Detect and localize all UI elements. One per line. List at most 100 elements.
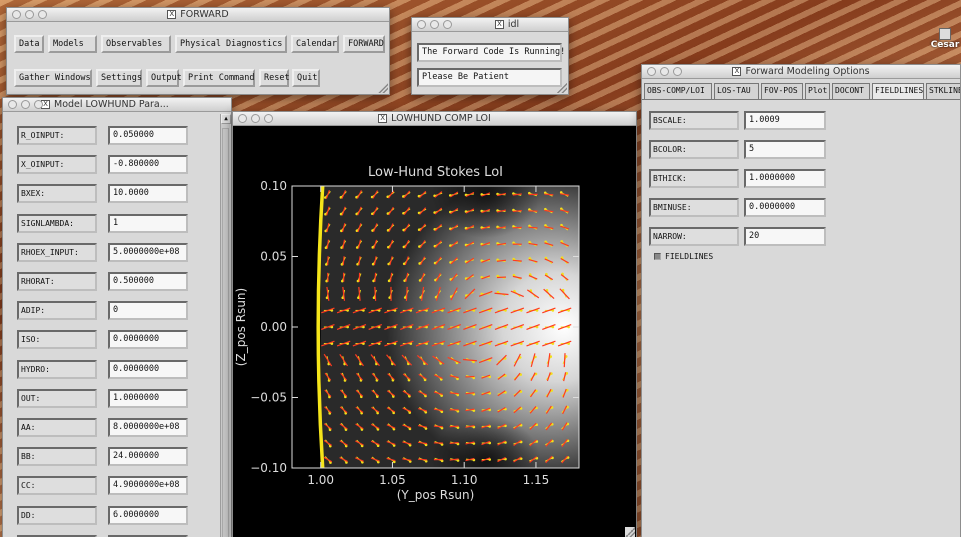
option-input-bthick[interactable]: 1.0000000	[744, 169, 826, 188]
zoom-dot[interactable]	[38, 10, 47, 19]
zoom-dot[interactable]	[264, 114, 273, 123]
gather-windows-button[interactable]: Gather Windows	[14, 69, 92, 87]
models-button[interactable]: Models	[48, 35, 97, 53]
param-input-rhoex-input[interactable]: 5.0000000e+08	[108, 242, 188, 262]
option-label-bcolor: BCOLOR:	[649, 140, 739, 159]
minimize-dot[interactable]	[251, 114, 260, 123]
solar-limb	[316, 185, 325, 469]
param-label-cc: CC:	[17, 476, 97, 496]
param-input-adip[interactable]: 0	[108, 301, 188, 321]
resize-grip[interactable]	[557, 83, 567, 93]
param-input-rhorat[interactable]: 0.500000	[108, 272, 188, 291]
polarization-segment	[497, 456, 506, 463]
polarization-segment	[563, 353, 566, 368]
param-input-ee[interactable]: 7000000.0	[108, 534, 188, 537]
fieldlines-checkbox-row[interactable]: FIELDLINES	[654, 251, 713, 263]
polarization-segment	[401, 354, 413, 366]
polarization-segment	[463, 340, 477, 347]
close-dot[interactable]	[417, 20, 426, 29]
polarization-segment	[466, 274, 474, 281]
minimize-dot[interactable]	[660, 67, 669, 76]
polarization-segment	[340, 389, 348, 397]
calendar-button[interactable]: Calendar	[291, 35, 339, 53]
tab-fieldlines[interactable]: FIELDLINES	[872, 83, 924, 99]
minimize-dot[interactable]	[430, 20, 439, 29]
minimize-dot[interactable]	[25, 10, 34, 19]
close-dot[interactable]	[238, 114, 247, 123]
polarization-segment	[494, 292, 509, 296]
tab-plot[interactable]: Plot	[805, 83, 830, 99]
polarization-segment	[355, 457, 364, 462]
resize-grip[interactable]	[625, 527, 635, 537]
param-input-x-oinput[interactable]: -0.800000	[108, 155, 188, 175]
params-window: X Model LOWHUND Para... ▲ R_OINPUT: 0.0500…	[2, 97, 232, 537]
tab-docont[interactable]: DOCONT	[832, 83, 870, 99]
fieldlines-checkbox[interactable]	[654, 253, 661, 260]
tab-obs-comp-loi[interactable]: OBS-COMP/LOI	[644, 83, 712, 99]
forward-button[interactable]: FORWARD	[343, 35, 385, 53]
vertical-scrollbar[interactable]: ▲	[220, 114, 231, 537]
param-input-cc[interactable]: 4.9000000e+08	[108, 476, 188, 496]
observables-button[interactable]: Observables	[101, 35, 171, 53]
params-titlebar[interactable]: X Model LOWHUND Para...	[3, 98, 231, 112]
arrow-head	[324, 246, 328, 249]
option-input-bminuse[interactable]: 0.0000000	[744, 198, 826, 217]
quit-button[interactable]: Quit	[292, 69, 320, 87]
polarization-segment	[402, 424, 412, 429]
param-input-iso[interactable]: 0.0000000	[108, 330, 188, 350]
option-input-bcolor[interactable]: 5	[744, 140, 826, 159]
close-dot[interactable]	[12, 10, 21, 19]
polarization-segment	[544, 258, 554, 264]
minimize-dot[interactable]	[21, 100, 30, 109]
tab-los-tau[interactable]: LOS-TAU	[714, 83, 759, 99]
polarization-segment	[325, 190, 331, 199]
zoom-dot[interactable]	[443, 20, 452, 29]
polarization-segment	[560, 257, 569, 264]
physical-diagnostics-button[interactable]: Physical Diagnostics	[175, 35, 287, 53]
zoom-dot[interactable]	[34, 100, 43, 109]
output-button[interactable]: Output	[146, 69, 182, 87]
param-input-signlambda[interactable]: 1	[108, 213, 188, 233]
option-input-narrow[interactable]: 20	[744, 227, 826, 246]
param-input-dd[interactable]: 6.0000000	[108, 505, 188, 525]
polarization-segment	[447, 356, 461, 364]
close-dot[interactable]	[647, 67, 656, 76]
polarization-segment	[336, 340, 351, 347]
options-titlebar[interactable]: X Forward Modeling Options	[642, 65, 960, 79]
option-input-bscale[interactable]: 1.0009	[744, 111, 826, 130]
tab-fov-pos[interactable]: FOV-POS	[761, 83, 803, 99]
resize-grip[interactable]	[378, 83, 388, 93]
polarization-segment	[355, 440, 364, 446]
print-command-button[interactable]: Print Command	[183, 69, 255, 87]
polarization-segment	[510, 340, 525, 347]
forward-titlebar[interactable]: X FORWARD	[7, 8, 389, 22]
polarization-segment	[386, 354, 396, 366]
polarization-segment	[386, 390, 396, 397]
desktop-drive-icon[interactable]: Cesar	[930, 28, 960, 50]
param-input-bxex[interactable]: 10.0000	[108, 184, 188, 204]
settings-button[interactable]: Settings	[96, 69, 142, 87]
param-input-aa[interactable]: 8.0000000e+08	[108, 418, 188, 437]
param-input-bb[interactable]: 24.000000	[108, 447, 188, 467]
reset-button[interactable]: Reset	[259, 69, 290, 87]
close-dot[interactable]	[8, 100, 17, 109]
polarization-segment	[435, 256, 442, 265]
polarization-segment	[478, 307, 493, 314]
polarization-segment	[496, 354, 507, 366]
polarization-segment	[450, 207, 459, 215]
polarization-segment	[355, 406, 364, 413]
param-input-out[interactable]: 1.0000000	[108, 388, 188, 408]
zoom-dot[interactable]	[673, 67, 682, 76]
data-button[interactable]: Data	[14, 35, 44, 53]
param-input-hydro[interactable]: 0.0000000	[108, 359, 188, 379]
scroll-up-icon[interactable]: ▲	[221, 114, 231, 124]
tab-stklines[interactable]: STKLINES	[926, 83, 960, 99]
polarization-segment	[418, 407, 428, 412]
polarization-segment	[510, 290, 524, 298]
param-input-r-oinput[interactable]: 0.050000	[108, 126, 188, 145]
polarization-segment	[405, 286, 408, 301]
plot-titlebar[interactable]: X LOWHUND COMP LOI	[233, 112, 636, 126]
polarization-segment	[370, 440, 380, 446]
scroll-thumb[interactable]	[222, 128, 229, 537]
